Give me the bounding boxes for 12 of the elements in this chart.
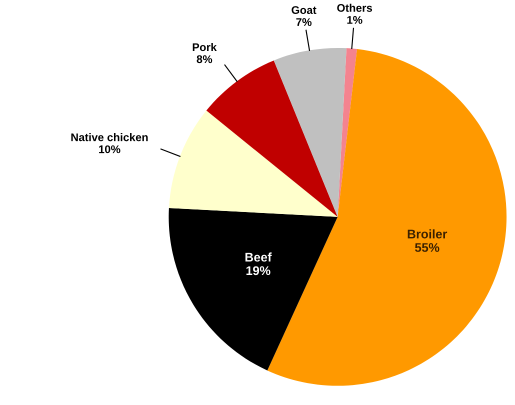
data-label: 7% — [296, 18, 312, 26]
slice-label: Others — [337, 4, 372, 12]
slice-label: Broiler — [408, 229, 448, 238]
data-label: 8% — [196, 55, 212, 64]
slice-label: Beef — [245, 252, 272, 262]
slice-label: Goat — [292, 6, 316, 14]
data-label: 10% — [99, 145, 120, 154]
data-label: 55% — [414, 243, 440, 252]
slice-label: Pork — [192, 42, 217, 52]
data-label: 19% — [246, 266, 270, 276]
slice-label: Native chicken — [71, 133, 148, 142]
data-label: 1% — [347, 16, 362, 24]
